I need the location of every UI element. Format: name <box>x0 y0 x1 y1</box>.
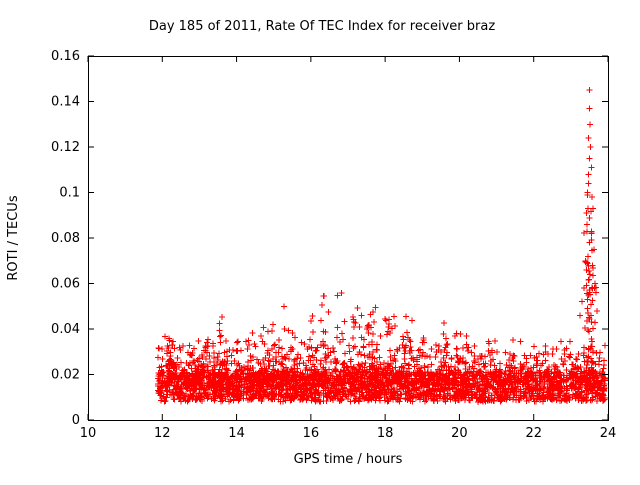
roti-series-markers <box>155 87 608 405</box>
y-tick-label: 0.04 <box>51 322 80 337</box>
x-tick-label: 10 <box>80 426 97 441</box>
x-tick-label: 16 <box>303 426 320 441</box>
y-tick-label: 0.16 <box>51 49 80 64</box>
chart-title: Day 185 of 2011, Rate Of TEC Index for r… <box>149 19 495 34</box>
x-tick-label: 20 <box>451 426 468 441</box>
x-tick-label: 12 <box>154 426 171 441</box>
x-tick-label: 14 <box>228 426 245 441</box>
y-axis-label: ROTI / TECUs <box>6 195 21 280</box>
axis-ticks: 10 12 14 16 18 20 22 24 0 0.02 0.04 0.06 0.08 0.1 0.12… <box>51 49 616 441</box>
x-tick-label: 18 <box>377 426 394 441</box>
y-tick-label: 0.12 <box>51 140 80 155</box>
plot-border <box>88 56 609 421</box>
data-points <box>155 87 608 405</box>
y-tick-label: 0 <box>72 413 80 428</box>
y-tick-label: 0.08 <box>51 231 80 246</box>
y-tick-label: 0.1 <box>59 186 80 201</box>
y-tick-label: 0.14 <box>51 95 80 110</box>
y-tick-label: 0.06 <box>51 277 80 292</box>
y-tick-label: 0.02 <box>51 368 80 383</box>
x-axis-label: GPS time / hours <box>294 452 403 467</box>
x-tick-label: 24 <box>600 426 617 441</box>
x-tick-label: 22 <box>525 426 542 441</box>
